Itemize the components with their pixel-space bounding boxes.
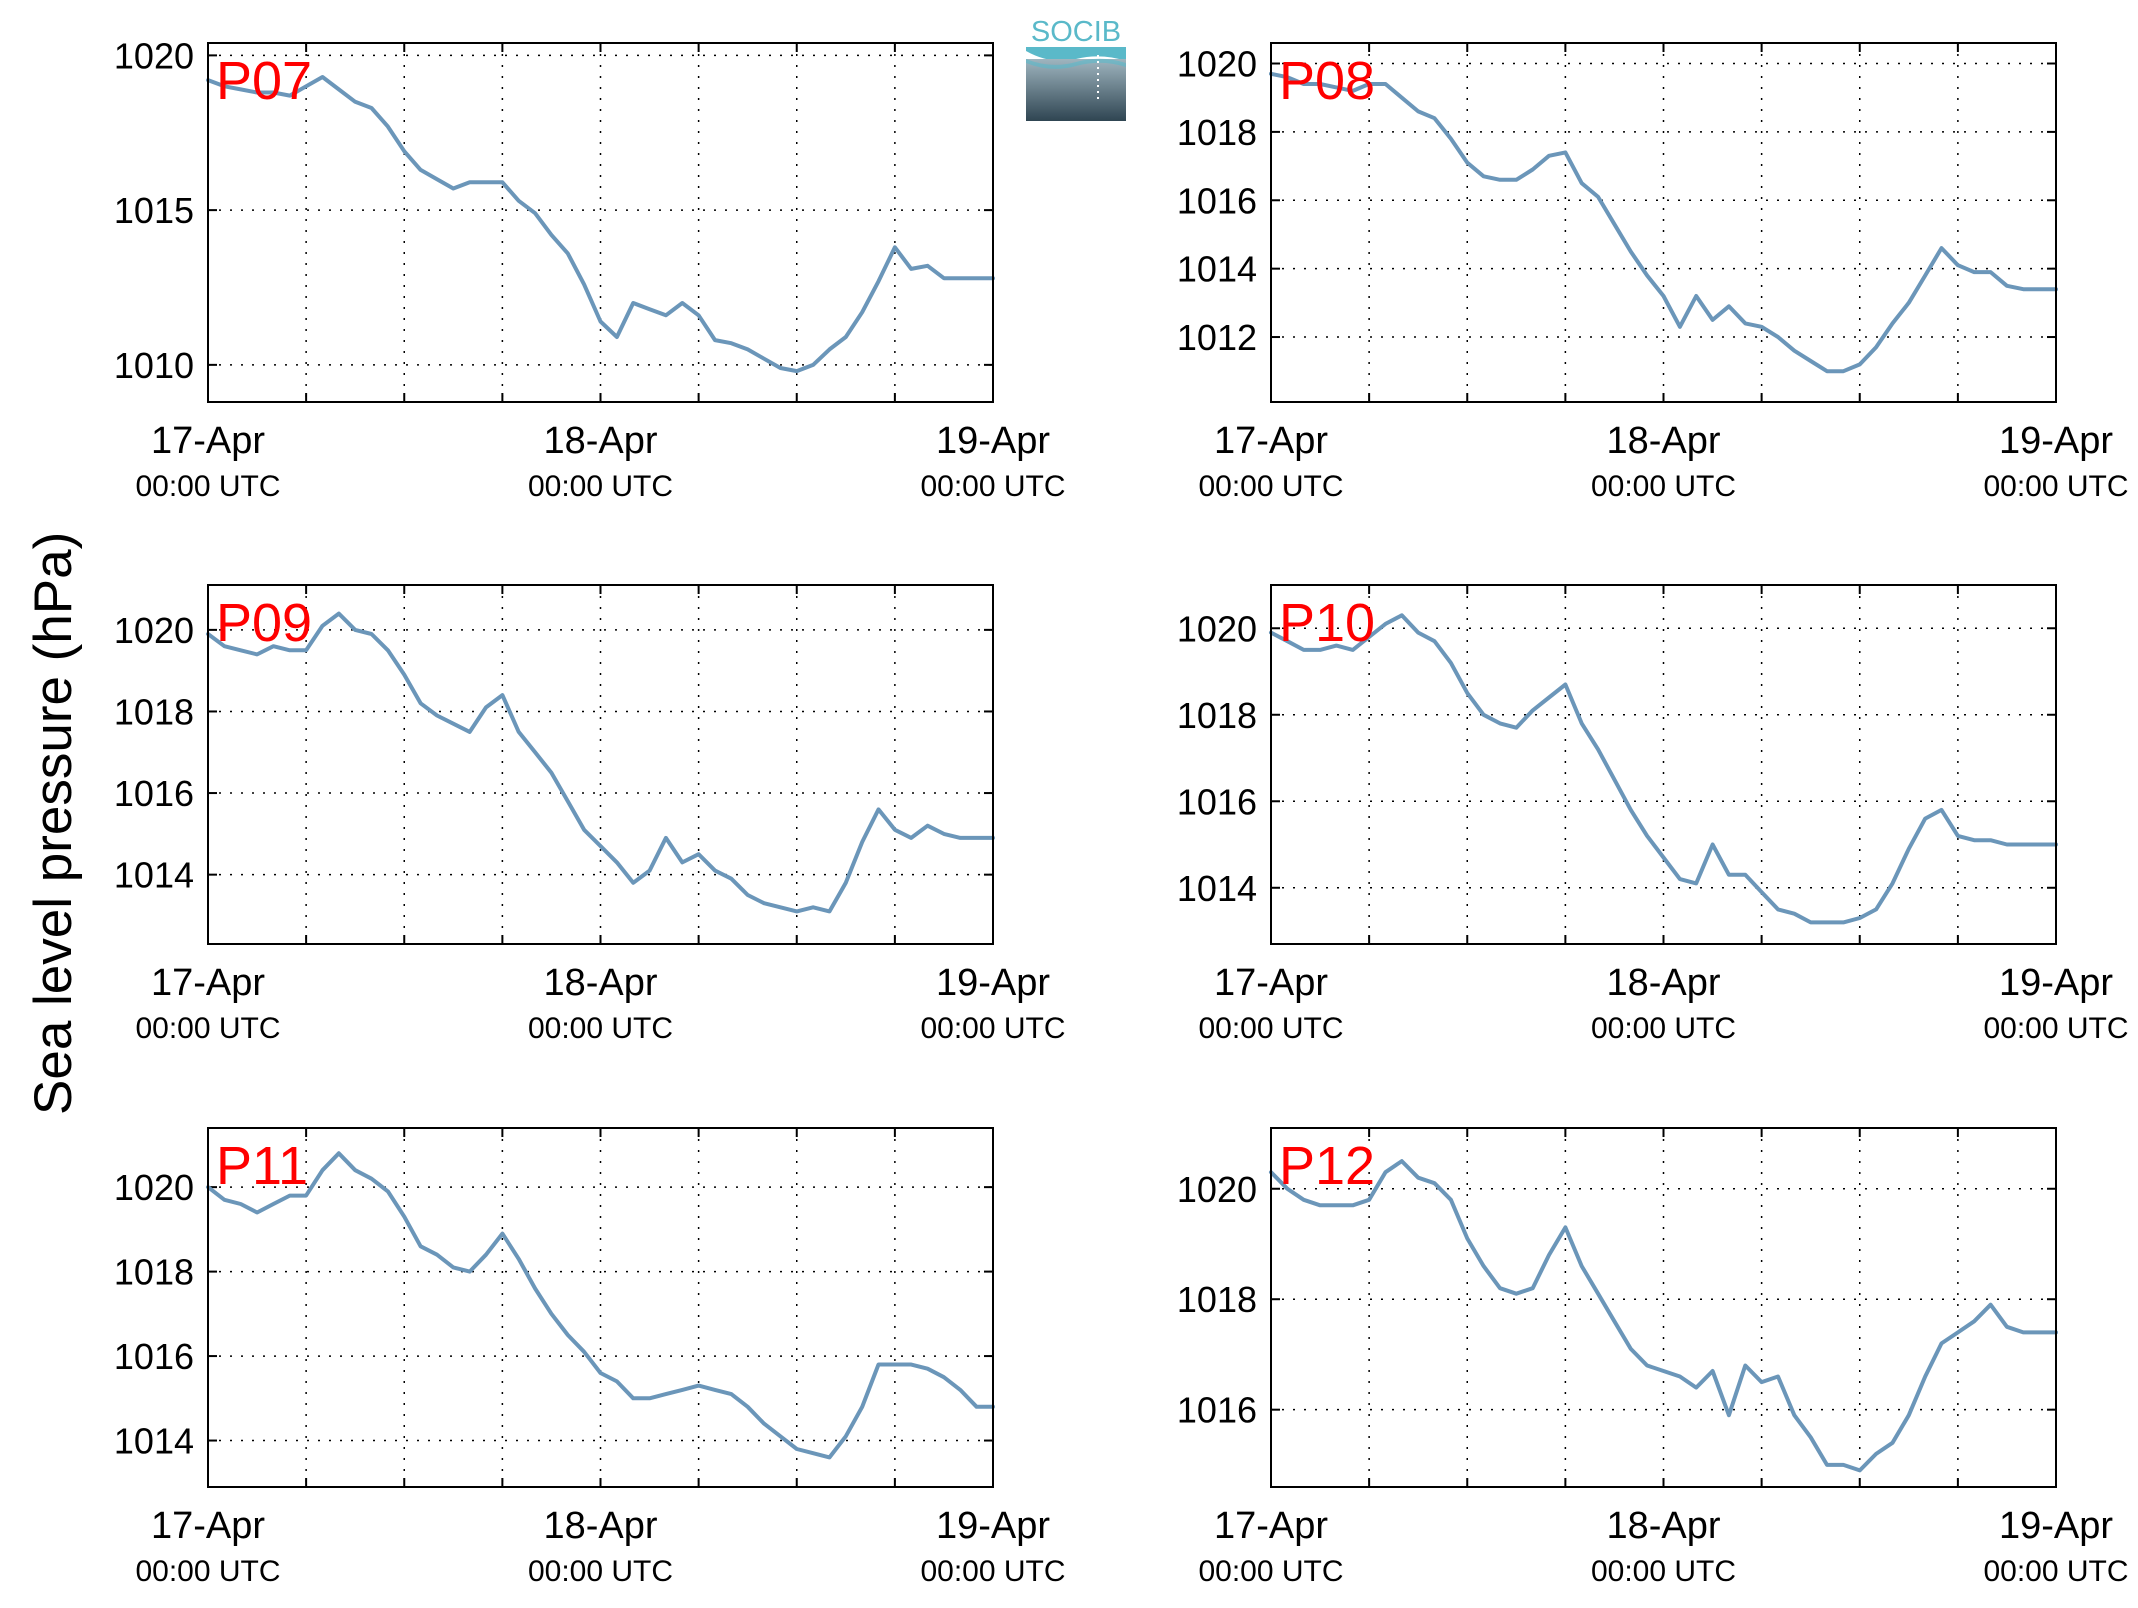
x-tick-label-date: 17-Apr: [1214, 420, 1328, 462]
x-tick-label-date: 17-Apr: [151, 420, 265, 462]
y-tick-label: 1020: [1177, 44, 1257, 85]
y-tick-label: 1012: [1177, 317, 1257, 358]
y-axis-label-container: Sea level pressure (hPa): [24, 532, 607, 1175]
y-tick-label: 1016: [1177, 1390, 1257, 1431]
x-tick-label-time: 00:00 UTC: [920, 470, 1065, 503]
x-tick-label-time: 00:00 UTC: [528, 470, 673, 503]
x-tick-label-time: 00:00 UTC: [1591, 1555, 1736, 1588]
panel-title: P08: [1279, 51, 1375, 111]
y-tick-label: 1020: [114, 610, 194, 651]
y-tick-label: 1016: [114, 773, 194, 814]
pressure-series-line: [1269, 71, 2058, 374]
axes-frame: [1270, 584, 2057, 945]
x-tick-label-time: 00:00 UTC: [135, 470, 280, 503]
pressure-series-line: [1269, 613, 2058, 925]
subplot-p10: 1014 1016 1018 1020 17-Apr 00:00 UTC 18-Apr 00:…: [1177, 584, 2129, 1045]
socib-logo-icon: SOCIB: [1026, 16, 1126, 121]
y-tick-label: 1020: [114, 35, 194, 76]
panel-title: P09: [216, 593, 312, 653]
x-tick-label-time: 00:00 UTC: [1983, 1555, 2128, 1588]
x-tick-label-date: 19-Apr: [936, 1505, 1050, 1547]
subplot-p07: 1010 1015 1020 17-Apr 00:00 UTC 18-Apr 00:00 U…: [114, 35, 1066, 503]
y-tick-label: 1016: [1177, 180, 1257, 221]
subplot-p08: 1012 1014 1016 1018 1020 17-Apr 00:00 UTC 18-Ap…: [1177, 42, 2129, 503]
axes-frame: [1270, 1127, 2057, 1488]
socib-logo-text: SOCIB: [1031, 16, 1121, 48]
x-tick-label-date: 19-Apr: [936, 420, 1050, 462]
x-tick-label-time: 00:00 UTC: [528, 1012, 673, 1045]
subplot-grid: 1010 1015 1020 17-Apr 00:00 UTC 18-Apr 00:00 U…: [114, 35, 2129, 1588]
panel-title: P12: [1279, 1136, 1375, 1196]
x-tick-label-date: 17-Apr: [1214, 962, 1328, 1004]
y-tick-label: 1016: [1177, 781, 1257, 822]
subplot-p09: 1014 1016 1018 1020 17-Apr 00:00 UTC 18-Apr 00:…: [114, 584, 1066, 1045]
x-tick-label-time: 00:00 UTC: [1198, 1012, 1343, 1045]
x-tick-label-time: 00:00 UTC: [528, 1555, 673, 1588]
x-tick-label-time: 00:00 UTC: [1983, 470, 2128, 503]
y-tick-label: 1014: [114, 1421, 194, 1462]
x-tick-label-date: 17-Apr: [151, 1505, 265, 1547]
x-tick-label-time: 00:00 UTC: [1591, 470, 1736, 503]
x-tick-label-time: 00:00 UTC: [920, 1555, 1065, 1588]
axes-frame: [1270, 42, 2057, 403]
y-tick-label: 1018: [114, 691, 194, 732]
y-tick-label: 1014: [114, 855, 194, 896]
axes-frame: [207, 42, 994, 403]
y-tick-label: 1018: [1177, 695, 1257, 736]
y-tick-label: 1018: [1177, 1279, 1257, 1320]
y-tick-label: 1020: [114, 1167, 194, 1208]
y-tick-label: 1016: [114, 1336, 194, 1377]
x-tick-label-time: 00:00 UTC: [135, 1555, 280, 1588]
x-tick-label-date: 18-Apr: [1606, 420, 1720, 462]
x-tick-label-date: 19-Apr: [1999, 1505, 2113, 1547]
y-tick-label: 1014: [1177, 868, 1257, 909]
x-tick-label-date: 18-Apr: [1606, 1505, 1720, 1547]
x-tick-label-date: 18-Apr: [1606, 962, 1720, 1004]
y-tick-label: 1010: [114, 345, 194, 386]
pressure-series-line: [1269, 1159, 2058, 1473]
x-tick-label-date: 18-Apr: [543, 962, 657, 1004]
x-tick-label-time: 00:00 UTC: [1198, 1555, 1343, 1588]
axes-frame: [207, 584, 994, 945]
y-tick-label: 1018: [114, 1252, 194, 1293]
x-tick-label-time: 00:00 UTC: [135, 1012, 280, 1045]
x-tick-label-date: 19-Apr: [1999, 962, 2113, 1004]
x-tick-label-time: 00:00 UTC: [1591, 1012, 1736, 1045]
axes-frame: [207, 1127, 994, 1488]
x-tick-label-date: 17-Apr: [151, 962, 265, 1004]
y-tick-label: 1020: [1177, 1169, 1257, 1210]
x-tick-label-date: 17-Apr: [1214, 1505, 1328, 1547]
x-tick-label-date: 18-Apr: [543, 420, 657, 462]
y-tick-label: 1014: [1177, 249, 1257, 290]
x-tick-label-date: 19-Apr: [936, 962, 1050, 1004]
socib-logo: SOCIB: [1026, 15, 1126, 121]
x-tick-label-time: 00:00 UTC: [1198, 470, 1343, 503]
x-tick-label-time: 00:00 UTC: [1983, 1012, 2128, 1045]
x-tick-label-date: 19-Apr: [1999, 420, 2113, 462]
pressure-series-line: [206, 611, 995, 914]
y-tick-label: 1018: [1177, 112, 1257, 153]
y-tick-label: 1015: [114, 190, 194, 231]
x-tick-label-date: 18-Apr: [543, 1505, 657, 1547]
panel-title: P11: [216, 1136, 308, 1196]
pressure-series-line: [206, 1151, 995, 1460]
x-tick-label-time: 00:00 UTC: [920, 1012, 1065, 1045]
subplot-p11: 1014 1016 1018 1020 17-Apr 00:00 UTC 18-Apr 00:…: [114, 1127, 1066, 1588]
panel-title: P07: [216, 51, 312, 111]
y-tick-label: 1020: [1177, 608, 1257, 649]
y-axis-label: Sea level pressure (hPa): [24, 531, 83, 1115]
pressure-series-line: [206, 75, 995, 374]
panel-title: P10: [1279, 593, 1375, 653]
subplot-p12: 1016 1018 1020 17-Apr 00:00 UTC 18-Apr 00:00 U…: [1177, 1127, 2129, 1588]
